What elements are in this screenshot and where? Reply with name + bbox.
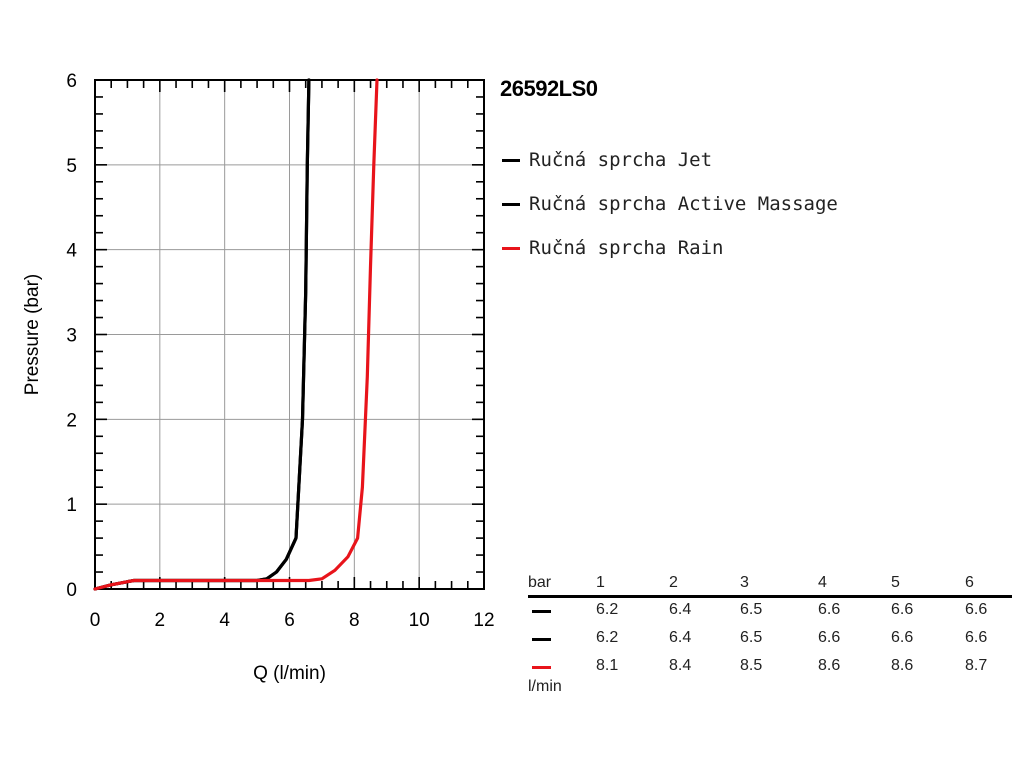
table-cell: 8.5: [740, 657, 763, 674]
series-line-rain: [93, 78, 379, 591]
table-row-swatch: [532, 638, 551, 641]
x-tick-label: 10: [409, 610, 430, 631]
y-tick-label: 4: [66, 241, 77, 262]
legend-label-active-massage: Ručná sprcha Active Massage: [529, 193, 838, 215]
legend-swatch-active-massage: [502, 202, 520, 206]
legend-label-rain: Ručná sprcha Rain: [529, 237, 724, 259]
table-cell: 6.6: [891, 629, 914, 646]
table-cell: 6.6: [818, 629, 841, 646]
table-cell: 8.6: [818, 657, 841, 674]
x-tick-label: 8: [349, 610, 360, 631]
table-cell: 6.5: [740, 629, 763, 646]
table-header-row: bar 1 2 3 4 5 6: [528, 574, 1012, 598]
table-cell: 8.7: [965, 657, 988, 674]
legend-label-jet: Ručná sprcha Jet: [529, 149, 713, 171]
y-tick-label: 5: [66, 156, 77, 177]
y-tick-label: 2: [66, 410, 77, 431]
table-cell: 6.4: [669, 629, 692, 646]
table-cell: 6.2: [596, 629, 619, 646]
x-tick-label: 6: [284, 610, 295, 631]
table-unit-label: l/min: [528, 678, 562, 695]
table-col-header: 5: [891, 574, 900, 591]
y-tick-label: 0: [66, 580, 77, 601]
x-tick-label: 4: [219, 610, 230, 631]
table-cell: 6.2: [596, 601, 619, 618]
legend: Ručná sprcha Jet Ručná sprcha Active Mas…: [502, 138, 838, 270]
table-cell: 8.1: [596, 657, 619, 674]
table-row: 6.2 6.4 6.5 6.6 6.6 6.6: [528, 626, 1012, 654]
y-axis-title: Pressure (bar): [22, 274, 43, 395]
y-tick-label: 3: [66, 326, 77, 347]
y-tick-label: 6: [66, 71, 77, 92]
table-row: 8.1 8.4 8.5 8.6 8.6 8.7: [528, 654, 1012, 682]
table-row-swatch: [532, 610, 551, 613]
legend-item-jet: Ručná sprcha Jet: [502, 138, 838, 182]
y-tick-label: 1: [66, 495, 77, 516]
table-col-header: 2: [669, 574, 678, 591]
table-col-header: 1: [596, 574, 605, 591]
table-cell: 6.5: [740, 601, 763, 618]
x-tick-label: 2: [155, 610, 166, 631]
table-cell: 8.4: [669, 657, 692, 674]
table-cell: 6.6: [965, 601, 988, 618]
legend-item-rain: Ručná sprcha Rain: [502, 226, 838, 270]
legend-swatch-jet: [502, 158, 520, 162]
table-row: 6.2 6.4 6.5 6.6 6.6 6.6: [528, 598, 1012, 626]
table-header-label: bar: [528, 574, 552, 591]
x-axis-title: Q (l/min): [253, 663, 326, 684]
table-col-header: 3: [740, 574, 749, 591]
table-cell: 8.6: [891, 657, 914, 674]
flow-table: bar 1 2 3 4 5 6 6.2 6.4 6.5 6.6 6.6 6.6 …: [528, 574, 1012, 695]
legend-swatch-rain: [502, 246, 520, 250]
table-col-header: 4: [818, 574, 827, 591]
table-cell: 6.6: [891, 601, 914, 618]
table-row-swatch: [532, 666, 551, 669]
x-tick-label: 12: [473, 610, 494, 631]
table-cell: 6.6: [818, 601, 841, 618]
table-cell: 6.6: [965, 629, 988, 646]
table-cell: 6.4: [669, 601, 692, 618]
table-col-header: 6: [965, 574, 974, 591]
product-title: 26592LS0: [500, 76, 598, 101]
plot-frame: [94, 79, 485, 590]
legend-item-active-massage: Ručná sprcha Active Massage: [502, 182, 838, 226]
x-tick-label: 0: [90, 610, 101, 631]
